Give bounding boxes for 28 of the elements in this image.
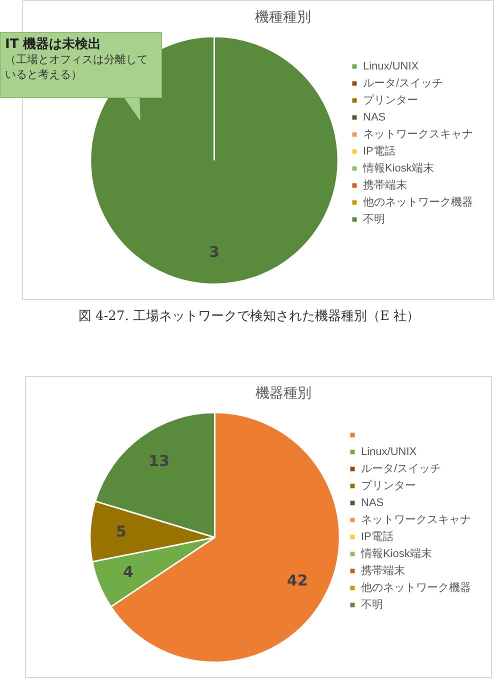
data-label: 3 bbox=[209, 243, 220, 262]
legend-label: 携帯端末 bbox=[363, 178, 407, 192]
chart-title: 機器種別 bbox=[256, 384, 312, 400]
legend-label: IP電話 bbox=[361, 530, 394, 544]
legend-label: Linux/UNIX bbox=[363, 60, 420, 73]
legend-label: 他のネットワーク機器 bbox=[361, 582, 471, 594]
data-label: 4 bbox=[123, 563, 134, 582]
legend-label: ルータ/スイッチ bbox=[361, 463, 442, 476]
legend-label: ルータ/スイッチ bbox=[363, 78, 444, 90]
legend-label: プリンター bbox=[361, 479, 416, 492]
data-label: 5 bbox=[116, 522, 126, 541]
legend-label: 携帯端末 bbox=[361, 564, 405, 578]
legend-label: 不明 bbox=[361, 599, 383, 612]
caption: 図 4-27. 工場ネットワークで検知された機器種別（E 社） bbox=[77, 308, 421, 325]
legend-label: NAS bbox=[363, 112, 386, 124]
legend-label: 他のネットワーク機器 bbox=[363, 196, 473, 209]
legend-label: NAS bbox=[361, 497, 384, 510]
chart-title: 機種種別 bbox=[255, 8, 311, 24]
legend-label: ネットワークスキャナ bbox=[363, 128, 473, 141]
data-label: 42 bbox=[286, 571, 308, 590]
legend-label: 不明 bbox=[363, 214, 385, 226]
legend-label: Linux/UNIX bbox=[361, 446, 418, 458]
legend-label: 情報Kiosk端末 bbox=[360, 547, 432, 560]
legend-label: IP電話 bbox=[363, 144, 396, 158]
legend-label: プリンター bbox=[363, 94, 418, 107]
legend-label: ネットワークスキャナ bbox=[361, 514, 471, 526]
data-label: 13 bbox=[148, 452, 170, 470]
legend-label: 情報Kiosk端末 bbox=[362, 162, 434, 175]
